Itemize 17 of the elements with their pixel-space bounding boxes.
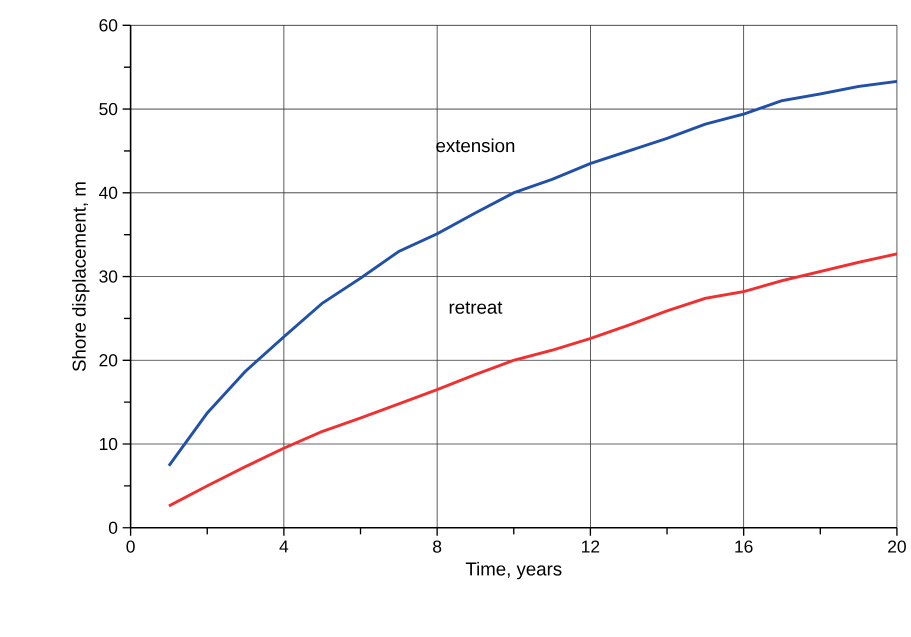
y-tick-label: 40 — [99, 186, 118, 199]
y-tick-label: 10 — [100, 438, 118, 450]
x-tick-label: 4 — [279, 540, 288, 552]
x-tick-label: 12 — [582, 540, 600, 553]
text: retreat — [450, 302, 502, 314]
y-axis-title: Shore displacement, m — [72, 182, 90, 372]
y-tick-label: 60 — [100, 19, 118, 32]
y-tick-label: 0 — [108, 522, 118, 534]
y-tick-label: 30 — [99, 270, 118, 283]
x-tick-label: 8 — [433, 540, 442, 553]
x-tick-label: 20 — [888, 540, 906, 553]
y-tick-label: 50 — [99, 102, 118, 116]
y-tick-label: 20 — [100, 354, 118, 366]
x-tick-label: 16 — [735, 540, 753, 553]
x-axis-title: Time, years — [466, 562, 562, 580]
line-series — [167, 80, 897, 468]
x-tick-label: 0 — [126, 540, 135, 553]
